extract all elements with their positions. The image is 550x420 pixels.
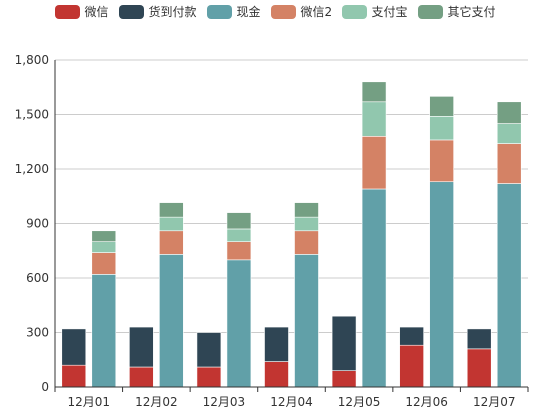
bar-微信2-12月05[interactable] — [361, 136, 387, 190]
y-tick-label: 900 — [26, 217, 49, 231]
x-tick-label: 12月05 — [338, 395, 381, 409]
bar-现金-12月02[interactable] — [159, 254, 184, 388]
legend-label: 其它支付 — [447, 5, 496, 19]
bar-货到付款-12月07[interactable] — [466, 328, 492, 350]
bar-支付宝-12月02[interactable] — [159, 216, 184, 232]
legend-swatch — [118, 4, 144, 19]
legend-item[interactable]: 现金 — [206, 3, 261, 20]
y-tick-label: 1,500 — [15, 108, 49, 122]
y-tick-label: 300 — [26, 326, 49, 340]
bar-微信-12月04[interactable] — [264, 361, 289, 388]
bar-支付宝-12月01[interactable] — [91, 241, 117, 253]
bar-其它支付-12月02[interactable] — [159, 202, 184, 218]
bar-货到付款-12月03[interactable] — [196, 332, 222, 368]
legend-swatch — [270, 4, 296, 19]
legend-label: 支付宝 — [371, 5, 408, 19]
x-tick-label: 12月02 — [135, 395, 178, 409]
bar-微信2-12月06[interactable] — [429, 139, 454, 183]
bar-微信2-12月02[interactable] — [159, 230, 184, 255]
bar-其它支付-12月07[interactable] — [496, 101, 522, 124]
y-tick-label: 1,800 — [15, 53, 49, 67]
bar-支付宝-12月05[interactable] — [361, 101, 387, 137]
legend-item[interactable]: 货到付款 — [118, 3, 197, 20]
bar-微信-12月01[interactable] — [61, 364, 87, 388]
bars — [61, 81, 522, 388]
legend-label: 微信 — [84, 5, 109, 19]
bar-支付宝-12月04[interactable] — [294, 216, 319, 232]
bar-微信-12月05[interactable] — [331, 370, 357, 388]
bar-微信-12月07[interactable] — [466, 348, 492, 388]
x-tick-label: 12月03 — [203, 395, 246, 409]
bar-微信2-12月03[interactable] — [226, 241, 252, 261]
legend-label: 货到付款 — [148, 5, 197, 19]
bar-货到付款-12月05[interactable] — [331, 315, 357, 371]
bar-支付宝-12月03[interactable] — [226, 228, 252, 242]
bar-微信2-12月07[interactable] — [496, 143, 522, 184]
legend-item[interactable]: 支付宝 — [341, 3, 408, 20]
bar-微信-12月06[interactable] — [399, 344, 424, 388]
legend-swatch — [54, 4, 80, 19]
bar-货到付款-12月04[interactable] — [264, 326, 289, 362]
bar-现金-12月04[interactable] — [294, 254, 319, 388]
bar-货到付款-12月02[interactable] — [129, 326, 154, 368]
y-tick-label: 1,200 — [15, 162, 49, 176]
bar-货到付款-12月01[interactable] — [61, 328, 87, 366]
bar-现金-12月01[interactable] — [91, 274, 117, 388]
legend-item[interactable]: 其它支付 — [417, 3, 496, 20]
legend-swatch — [206, 4, 232, 19]
bar-微信-12月03[interactable] — [196, 366, 222, 388]
legend-swatch — [417, 4, 443, 19]
bar-微信2-12月01[interactable] — [91, 252, 117, 275]
bar-其它支付-12月01[interactable] — [91, 230, 117, 242]
bar-支付宝-12月06[interactable] — [429, 116, 454, 141]
bar-现金-12月07[interactable] — [496, 183, 522, 388]
bar-现金-12月06[interactable] — [429, 181, 454, 388]
legend: 微信 货到付款 现金 微信2 支付宝 其它支付 — [0, 0, 550, 26]
bar-微信-12月02[interactable] — [129, 366, 154, 388]
legend-item[interactable]: 微信2 — [270, 3, 333, 20]
bar-微信2-12月04[interactable] — [294, 230, 319, 255]
bar-现金-12月05[interactable] — [361, 188, 387, 388]
bar-其它支付-12月04[interactable] — [294, 202, 319, 218]
bar-其它支付-12月05[interactable] — [361, 81, 387, 103]
grid-lines — [55, 59, 528, 333]
y-tick-label: 0 — [41, 380, 49, 394]
x-tick-label: 12月01 — [68, 395, 111, 409]
legend-swatch — [341, 4, 367, 19]
y-tick-label: 600 — [26, 271, 49, 285]
axes: 0 300 600 900 1,200 1,500 1,800 12月01 12月02 12月03… — [15, 53, 529, 409]
bar-现金-12月03[interactable] — [226, 259, 252, 388]
bar-其它支付-12月06[interactable] — [429, 96, 454, 117]
bar-其它支付-12月03[interactable] — [226, 212, 252, 230]
x-tick-label: 12月06 — [405, 395, 448, 409]
legend-label: 现金 — [236, 5, 261, 19]
x-tick-label: 12月07 — [473, 395, 516, 409]
x-tick-label: 12月04 — [270, 395, 313, 409]
legend-item[interactable]: 微信 — [54, 3, 109, 20]
bar-支付宝-12月07[interactable] — [496, 123, 522, 144]
bar-货到付款-12月06[interactable] — [399, 326, 424, 346]
legend-label: 微信2 — [300, 5, 333, 19]
